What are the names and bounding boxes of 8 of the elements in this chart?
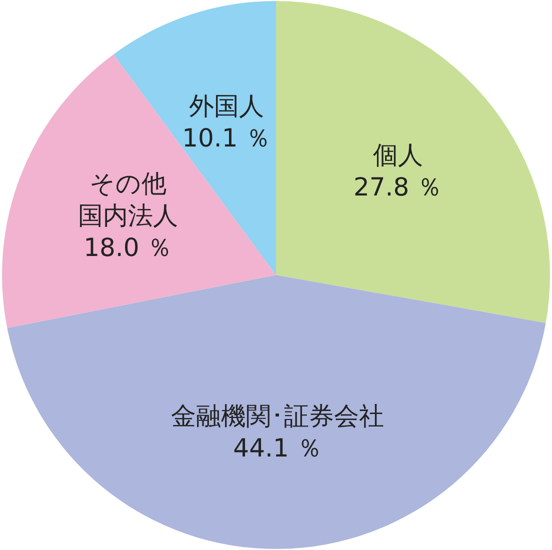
slice-label: 金融機関･証券会社 xyxy=(171,401,384,430)
data-label: 18.0 ％ xyxy=(84,232,172,262)
slice-label: 外国人 xyxy=(188,92,264,121)
data-label: 10.1 ％ xyxy=(182,124,271,153)
slice-label: 個人 xyxy=(372,140,423,170)
data-label: 44.1 ％ xyxy=(233,433,322,462)
slice-label: その他国内法人 xyxy=(78,168,178,230)
data-label: 27.8 ％ xyxy=(354,172,442,202)
